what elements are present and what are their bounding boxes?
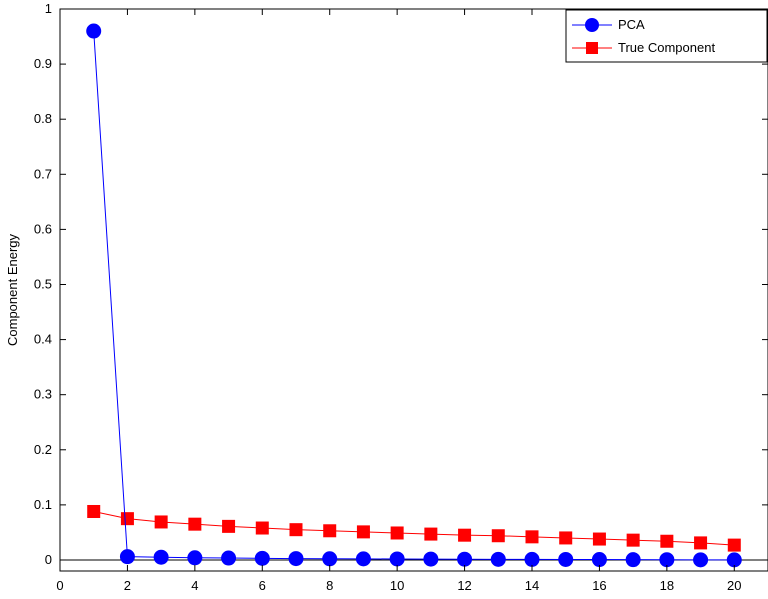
data-point (524, 551, 540, 567)
data-point (356, 525, 370, 539)
data-point (119, 549, 135, 565)
data-point (86, 23, 102, 39)
data-point (254, 550, 270, 566)
legend-marker (586, 42, 598, 54)
x-tick-label: 10 (390, 578, 404, 593)
data-point (389, 551, 405, 567)
x-tick-label: 14 (525, 578, 539, 593)
x-tick-label: 2 (124, 578, 131, 593)
data-point (288, 551, 304, 567)
data-point (423, 551, 439, 567)
data-point (255, 521, 269, 535)
y-tick-label: 1 (45, 1, 52, 16)
data-point (591, 552, 607, 568)
x-tick-label: 4 (191, 578, 198, 593)
x-tick-label: 0 (56, 578, 63, 593)
data-point (559, 531, 573, 545)
data-point (323, 524, 337, 538)
y-tick-label: 0.5 (34, 276, 52, 291)
data-point (221, 550, 237, 566)
data-point (525, 530, 539, 544)
data-point (153, 549, 169, 565)
data-point (626, 533, 640, 547)
y-tick-label: 0.9 (34, 56, 52, 71)
y-tick-label: 0.2 (34, 442, 52, 457)
data-point (558, 551, 574, 567)
data-point (592, 532, 606, 546)
y-tick-label: 0.3 (34, 387, 52, 402)
data-point (120, 512, 134, 526)
plot-area (59, 8, 768, 572)
data-point (726, 552, 742, 568)
y-tick-label: 0.1 (34, 497, 52, 512)
data-point (222, 519, 236, 533)
legend-box (565, 9, 768, 63)
data-point (625, 552, 641, 568)
legend-marker (585, 18, 599, 32)
y-tick-label: 0.7 (34, 166, 52, 181)
x-tick-label: 8 (326, 578, 333, 593)
y-tick-label: 0 (45, 552, 52, 567)
legend-label: True Component (618, 40, 715, 55)
data-point (660, 534, 674, 548)
series-layer (60, 23, 768, 568)
data-point (490, 551, 506, 567)
data-point (390, 526, 404, 540)
data-point (457, 551, 473, 567)
x-tick-label: 20 (727, 578, 741, 593)
data-point (727, 538, 741, 552)
y-axis-label: Component Energy (5, 233, 20, 346)
y-tick-label: 0.6 (34, 221, 52, 236)
x-tick-label: 16 (592, 578, 606, 593)
data-point (87, 504, 101, 518)
y-tick-label: 0.4 (34, 332, 52, 347)
data-point (424, 527, 438, 541)
legend-label: PCA (618, 17, 645, 32)
data-point (322, 551, 338, 567)
data-point (188, 517, 202, 531)
data-point (154, 515, 168, 529)
data-point (659, 552, 675, 568)
legend: PCA True Component (565, 9, 768, 63)
x-tick-label: 12 (457, 578, 471, 593)
x-tick-label: 6 (259, 578, 266, 593)
data-point (694, 536, 708, 550)
y-tick-label: 0.8 (34, 111, 52, 126)
x-tick-label: 18 (660, 578, 674, 593)
data-point (355, 551, 371, 567)
data-point (693, 552, 709, 568)
ticks-layer: 0 2 4 6 8 10 12 14 16 18 20 0 0.1 0.2 0.3 0.4 0.5 0.6 0.7 0… (34, 1, 768, 593)
data-point (491, 529, 505, 543)
data-point (187, 550, 203, 566)
data-point (289, 523, 303, 537)
data-point (458, 528, 472, 542)
